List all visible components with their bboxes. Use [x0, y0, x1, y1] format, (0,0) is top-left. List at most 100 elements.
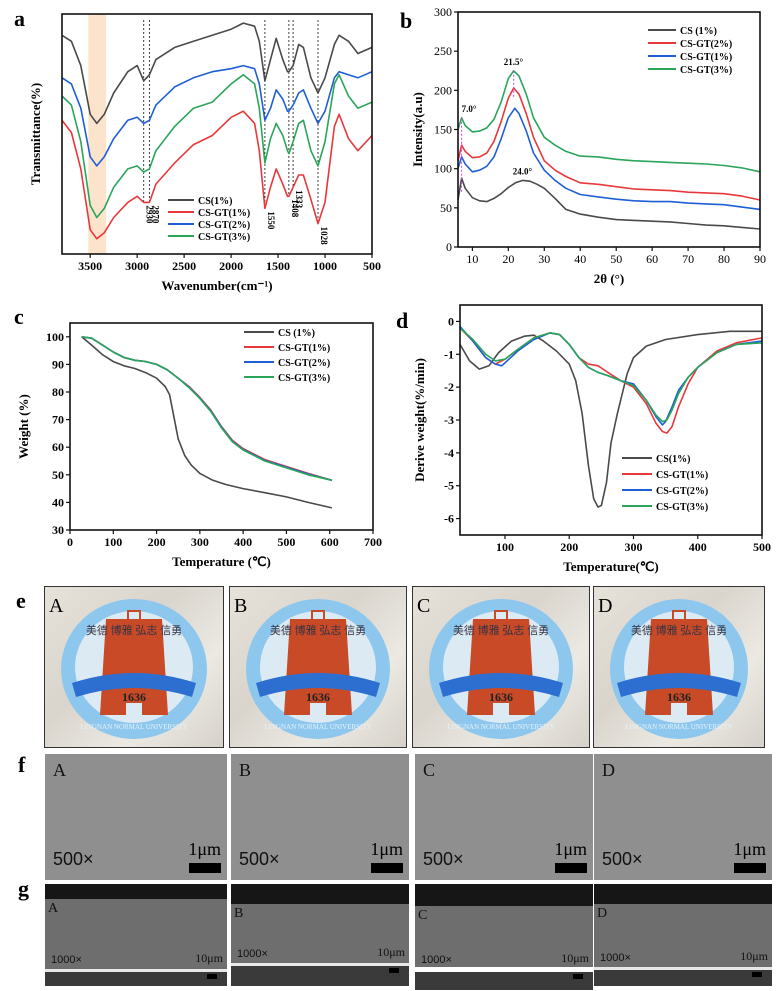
- x-tick-label: 300: [624, 540, 642, 554]
- peak-label: 7.0°: [462, 104, 477, 114]
- scale-bar: [371, 863, 403, 873]
- x-tick-label: 200: [148, 535, 166, 549]
- y-axis-label: Derive weight(%/min): [412, 358, 427, 482]
- legend-label: CS-GT(3%): [680, 65, 732, 76]
- series-line-cs-gt-3-: [81, 336, 333, 482]
- university-logo: 1636 美德 博雅 弘志 信勇 LINGNAN NORMAL UNIVERSI…: [61, 599, 207, 739]
- scale-bar-label: 10μm: [561, 951, 589, 965]
- y-tick-label: 50: [52, 468, 64, 482]
- sem-cross-section-c: C 1000× 10μm: [415, 884, 593, 990]
- x-tick-label: 90: [754, 252, 766, 266]
- panel-letter-a: a: [14, 6, 25, 31]
- x-tick-label: 300: [191, 535, 209, 549]
- legend-label: CS-GT(1%): [680, 52, 732, 63]
- peak-label: 2930: [145, 205, 155, 224]
- x-tick-label: 500: [753, 540, 771, 554]
- svg-text:美德 博雅 弘志 信勇: 美德 博雅 弘志 信勇: [453, 623, 549, 637]
- scale-bar: [389, 968, 399, 973]
- series-line-cs-1-: [81, 336, 333, 509]
- legend-label: CS-GT(2%): [656, 486, 708, 497]
- peak-label: 1028: [319, 227, 329, 246]
- legend-label: CS-GT(3%): [656, 502, 708, 513]
- scale-bar: [734, 863, 766, 873]
- x-tick-label: 600: [321, 535, 339, 549]
- x-tick-label: 500: [363, 259, 381, 273]
- panel-letter-f: f: [18, 752, 26, 777]
- x-tick-label: 70: [682, 252, 694, 266]
- peak-label: 1408: [290, 199, 300, 218]
- x-tick-label: 60: [646, 252, 658, 266]
- sample-photo-b: B 1636 美德 博雅 弘志 信勇 LINGNAN NORMAL UNIVER…: [229, 586, 407, 748]
- ribbon: [72, 673, 196, 697]
- plot-frame: [459, 304, 763, 536]
- legend-label: CS(1%): [198, 196, 232, 207]
- scale-bar: [207, 974, 217, 979]
- scale-bar: [752, 972, 762, 977]
- sem-cross-section-b: B 1000× 10μm: [231, 884, 409, 986]
- x-tick-label: 3500: [78, 259, 102, 273]
- plot-frame: [69, 322, 374, 531]
- bell-icon: [467, 619, 535, 715]
- tga-chart: 0 100 200 300 400 500 600 700 30 40 50 60 70 80 90 100 T…: [16, 322, 382, 569]
- x-axis-label: Temperature(℃): [563, 559, 658, 574]
- y-tick-label: 70: [52, 413, 64, 427]
- magnification-label: 1000×: [421, 954, 452, 966]
- image-label: B: [234, 906, 244, 921]
- y-tick-label: -6: [444, 512, 454, 526]
- x-tick-label: 1000: [313, 259, 337, 273]
- legend-label: CS-GT(2%): [198, 220, 250, 231]
- x-tick-label: 30: [538, 252, 550, 266]
- x-tick-label: 200: [560, 540, 578, 554]
- legend-label: CS-GT(3%): [278, 373, 330, 384]
- series-line-cs-gt-1-: [459, 327, 763, 434]
- y-tick-label: 200: [434, 83, 452, 97]
- scale-bar-label: 1μm: [554, 839, 587, 859]
- legend-label: CS(1%): [656, 454, 690, 465]
- series-line-cs-gt-3-: [459, 327, 763, 423]
- highlight-band: [88, 14, 107, 254]
- magnification-label: 500×: [423, 849, 464, 869]
- series-line-cs-gt-3-: [61, 74, 373, 219]
- x-tick-label: 80: [718, 252, 730, 266]
- x-tick-label: 3000: [125, 259, 149, 273]
- magnification-label: 500×: [239, 849, 280, 869]
- photo-label: A: [49, 595, 64, 617]
- image-label: C: [418, 908, 428, 923]
- y-tick-label: 250: [434, 44, 452, 58]
- y-tick-label: -3: [444, 413, 454, 427]
- university-logo: 1636 美德 博雅 弘志 信勇 LINGNAN NORMAL UNIVERSI…: [429, 599, 573, 739]
- scale-bar-label: 1μm: [733, 839, 766, 859]
- legend-label: CS-GT(1%): [198, 208, 250, 219]
- series-line-cs-1-: [61, 22, 373, 125]
- svg-text:1636: 1636: [306, 690, 330, 704]
- sem-surface-d: D 500× 1μm: [594, 754, 772, 880]
- university-logo: 1636 美德 博雅 弘志 信勇 LINGNAN NORMAL UNIVERSI…: [610, 599, 748, 739]
- series-line-cs-gt-1-: [61, 110, 373, 240]
- scale-bar-label: 10μm: [195, 951, 223, 965]
- sample-photo-d: D 1636 美德 博雅 弘志 信勇 LINGNAN NORMAL UNIVER…: [593, 586, 765, 748]
- sem-surface-b: B 500× 1μm: [231, 754, 409, 880]
- series-line-cs-gt-1-: [457, 107, 761, 211]
- x-tick-label: 10: [466, 252, 478, 266]
- x-tick-label: 0: [67, 535, 73, 549]
- peak-label: 21.5°: [504, 57, 524, 67]
- scale-bar-label: 10μm: [740, 949, 768, 963]
- series-line-cs-1-: [459, 330, 762, 508]
- sem-surface-c: C 500× 1μm: [415, 754, 593, 880]
- x-tick-label: 2500: [172, 259, 196, 273]
- y-tick-label: 0: [448, 314, 454, 328]
- panel-letter-c: c: [14, 304, 24, 329]
- series-line-cs-gt-2-: [61, 64, 373, 167]
- y-tick-label: 100: [434, 162, 452, 176]
- x-tick-label: 40: [574, 252, 586, 266]
- ribbon: [617, 673, 741, 697]
- series-line-cs-gt-3-: [457, 70, 761, 173]
- series-line-cs-gt-2-: [457, 87, 761, 201]
- svg-text:美德 博雅 弘志 信勇: 美德 博雅 弘志 信勇: [631, 623, 727, 637]
- legend-label: CS-GT(3%): [198, 232, 250, 243]
- svg-text:1636: 1636: [667, 690, 691, 704]
- y-tick-label: 300: [434, 5, 452, 19]
- x-axis-label: 2θ (°): [594, 271, 624, 286]
- scale-bar-label: 1μm: [370, 839, 403, 859]
